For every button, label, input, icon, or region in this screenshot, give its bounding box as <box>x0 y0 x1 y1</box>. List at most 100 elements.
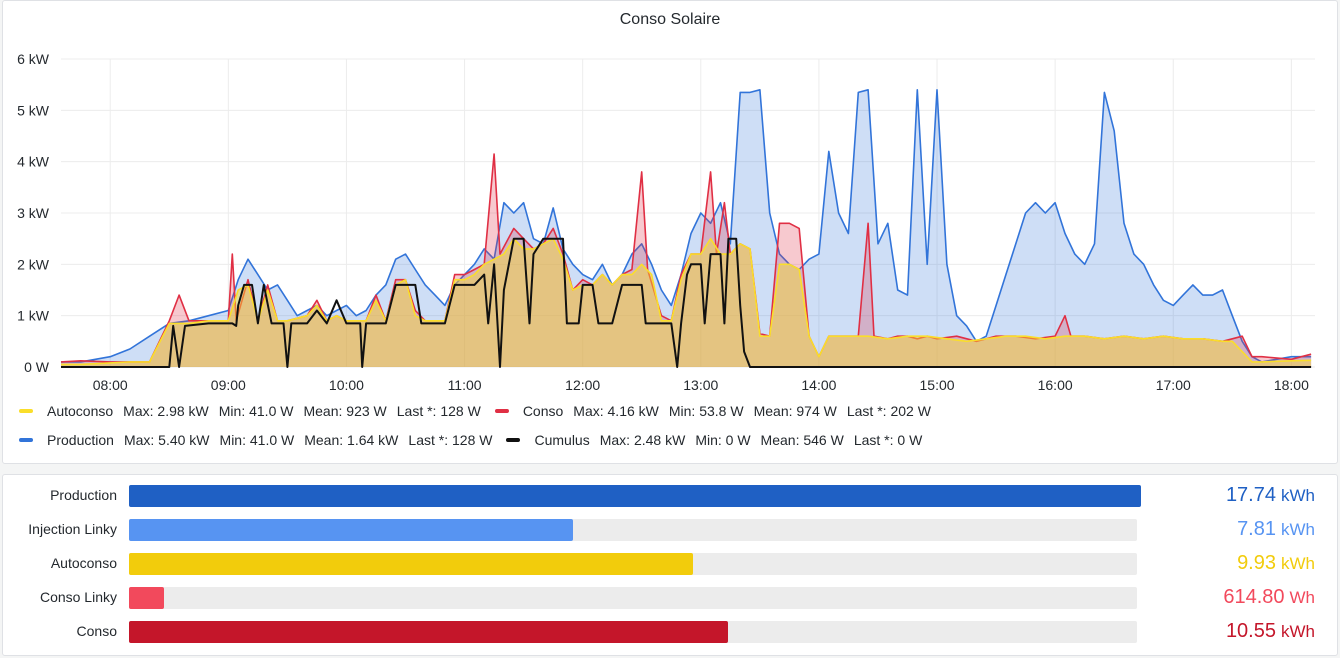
bar-value-unit: Wh <box>1289 588 1316 607</box>
x-tick-label: 12:00 <box>565 377 600 393</box>
x-tick-label: 10:00 <box>329 377 364 393</box>
bar-fill-production <box>129 485 1141 507</box>
legend-item-autoconso[interactable]: Autoconso Max: 2.98 kW Min: 41.0 W Mean:… <box>19 403 481 419</box>
x-tick-label: 15:00 <box>920 377 955 393</box>
y-tick-label: 6 kW <box>17 51 50 67</box>
bar-row-conso[interactable]: Conso 10.55 kWh <box>3 620 1339 643</box>
bar-value-unit: kWh <box>1281 622 1315 641</box>
bar-label: Conso <box>76 623 117 639</box>
y-tick-label: 2 kW <box>17 256 50 272</box>
panel-title: Conso Solaire <box>619 11 721 28</box>
legend-series-name: Autoconso <box>47 403 114 419</box>
legend-last-label: Last *: <box>853 432 894 448</box>
legend-max-value: 4.16 kW <box>607 403 659 419</box>
x-tick-label: 16:00 <box>1038 377 1073 393</box>
timeseries-panel: Conso Solaire 0 W 1 kW 2 kW 3 kW 4 kW 5 kW 6 k… <box>2 0 1338 464</box>
bar-value-number: 9.93 <box>1237 552 1276 574</box>
y-tick-label: 5 kW <box>17 102 50 118</box>
x-tick-label: 17:00 <box>1156 377 1191 393</box>
legend-mean-label: Mean: <box>304 432 344 448</box>
bar-label: Autoconso <box>50 555 117 571</box>
bar-fill-autoconso <box>129 553 694 575</box>
legend-min-label: Min: <box>668 403 696 419</box>
bar-track <box>129 519 1137 541</box>
y-tick-label: 3 kW <box>17 205 50 221</box>
x-tick-label: 14:00 <box>801 377 836 393</box>
bar-value-number: 614.80 <box>1223 586 1285 608</box>
area-autoconso <box>61 238 1312 367</box>
legend-item-cumulus[interactable]: Cumulus Max: 2.48 kW Min: 0 W Mean: 546 … <box>506 432 922 448</box>
bar-row-autoconso[interactable]: Autoconso 9.93 kWh <box>3 552 1339 575</box>
bar-value: 9.93 kWh <box>1237 552 1315 575</box>
legend-mean-label: Mean: <box>760 432 800 448</box>
legend-min-label: Min: <box>218 403 246 419</box>
legend-swatch-cumulus <box>506 438 521 442</box>
legend-last-value: 202 W <box>890 403 931 419</box>
legend-last-label: Last *: <box>846 403 887 419</box>
timeseries-chart[interactable]: 0 W 1 kW 2 kW 3 kW 4 kW 5 kW 6 kW 08:00 09:00 10:… <box>3 1 1337 401</box>
bar-label: Production <box>50 487 117 503</box>
legend-series-name: Production <box>47 432 114 448</box>
legend-max-value: 2.98 kW <box>157 403 209 419</box>
bar-value-number: 10.55 <box>1225 620 1276 642</box>
legend-swatch-autoconso <box>19 409 33 413</box>
bar-row-injection-linky[interactable]: Injection Linky 7.81 kWh <box>3 518 1339 541</box>
bar-track <box>129 485 1141 507</box>
line-production <box>61 89 1312 363</box>
legend-item-production[interactable]: Production Max: 5.40 kW Min: 41.0 W Mean… <box>19 432 492 448</box>
bar-track <box>129 621 1137 643</box>
legend-swatch-production <box>19 438 33 442</box>
legend-last-label: Last *: <box>408 432 449 448</box>
legend-mean-label: Mean: <box>753 403 793 419</box>
bar-value-unit: kWh <box>1281 486 1315 505</box>
legend-mean-label: Mean: <box>303 403 343 419</box>
area-conso <box>61 154 1312 367</box>
x-tick-label: 11:00 <box>448 377 482 393</box>
x-tick-label: 09:00 <box>211 377 246 393</box>
bar-value: 10.55 kWh <box>1226 620 1315 643</box>
legend-row-2: Production Max: 5.40 kW Min: 41.0 W Mean… <box>19 432 936 448</box>
bar-row-conso-linky[interactable]: Conso Linky 614.80 Wh <box>3 586 1339 609</box>
legend-max-label: Max: <box>123 403 154 419</box>
bar-value: 7.81 kWh <box>1237 518 1315 541</box>
legend-max-value: 2.48 kW <box>633 432 686 448</box>
legend-min-value: 53.8 W <box>699 403 744 419</box>
legend-min-label: Min: <box>219 432 246 448</box>
bar-label: Conso Linky <box>39 589 117 605</box>
legend-last-value: 0 W <box>897 432 923 448</box>
legend-last-label: Last *: <box>396 403 437 419</box>
bar-value: 614.80 Wh <box>1223 586 1315 609</box>
bar-track <box>129 587 1137 609</box>
bar-label: Injection Linky <box>28 521 117 537</box>
bar-value: 17.74 kWh <box>1226 484 1315 507</box>
bar-fill-injection-linky <box>129 519 573 541</box>
legend-row-1: Autoconso Max: 2.98 kW Min: 41.0 W Mean:… <box>19 403 945 419</box>
bar-value-number: 17.74 <box>1225 484 1276 506</box>
legend-last-value: 128 W <box>440 403 481 419</box>
legend-max-label: Max: <box>573 403 604 419</box>
legend-last-value: 128 W <box>452 432 493 448</box>
line-cumulus <box>61 237 1312 368</box>
legend-item-conso[interactable]: Conso Max: 4.16 kW Min: 53.8 W Mean: 974… <box>494 403 931 419</box>
bar-fill-conso-linky <box>129 587 164 609</box>
x-tick-label: 18:00 <box>1274 377 1309 393</box>
legend-series-name: Conso <box>522 403 564 419</box>
legend-mean-value: 923 W <box>346 403 387 419</box>
y-tick-label: 0 W <box>24 359 50 375</box>
legend-max-label: Max: <box>599 432 631 448</box>
legend-min-value: 41.0 W <box>249 432 295 448</box>
legend-swatch-conso <box>494 409 509 413</box>
bar-fill-conso <box>129 621 729 643</box>
legend-max-label: Max: <box>123 432 155 448</box>
legend-mean-value: 1.64 kW <box>347 432 399 448</box>
bar-gauge-panel: Production 17.74 kWh Injection Linky 7.81… <box>2 474 1338 656</box>
legend-mean-value: 546 W <box>803 432 844 448</box>
bar-row-production[interactable]: Production 17.74 kWh <box>3 484 1339 507</box>
bar-value-number: 7.81 <box>1237 518 1276 540</box>
x-tick-label: 13:00 <box>683 377 718 393</box>
legend-mean-value: 974 W <box>796 403 837 419</box>
bar-value-unit: kWh <box>1281 520 1315 539</box>
bar-value-unit: kWh <box>1281 554 1315 573</box>
legend-min-value: 0 W <box>725 432 751 448</box>
bar-track <box>129 553 1137 575</box>
